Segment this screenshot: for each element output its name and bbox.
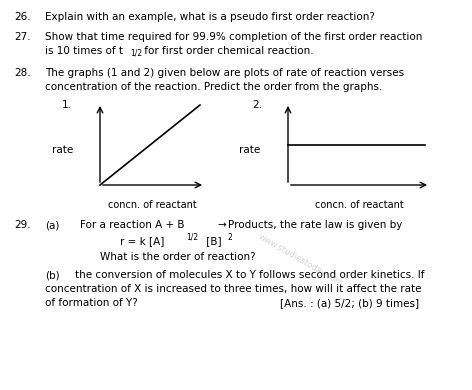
Text: →: → [217,220,226,230]
Text: (a): (a) [45,220,59,230]
Text: concentration of X is increased to three times, how will it affect the rate: concentration of X is increased to three… [45,284,421,294]
Text: The graphs (1 and 2) given below are plots of rate of reaction verses: The graphs (1 and 2) given below are plo… [45,68,404,78]
Text: 1/2: 1/2 [130,49,142,58]
Text: concentration of the reaction. Predict the order from the graphs.: concentration of the reaction. Predict t… [45,82,382,92]
Text: Products, the rate law is given by: Products, the rate law is given by [228,220,402,230]
Text: (b): (b) [45,270,59,280]
Text: the conversion of molecules X to Y follows second order kinetics. If: the conversion of molecules X to Y follo… [75,270,424,280]
Text: for first order chemical reaction.: for first order chemical reaction. [141,46,313,56]
Text: 28.: 28. [14,68,31,78]
Text: concn. of reactant: concn. of reactant [108,200,196,210]
Text: 1/2: 1/2 [186,233,198,242]
Text: 1.: 1. [62,100,72,110]
Text: r = k [A]: r = k [A] [120,236,164,246]
Text: www.studiestoday.com: www.studiestoday.com [256,232,344,288]
Text: of formation of Y?: of formation of Y? [45,298,138,308]
Text: What is the order of reaction?: What is the order of reaction? [100,252,256,262]
Text: [B]: [B] [203,236,222,246]
Text: [Ans. : (a) 5/2; (b) 9 times]: [Ans. : (a) 5/2; (b) 9 times] [280,298,419,308]
Text: 26.: 26. [14,12,31,22]
Text: Show that time required for 99.9% completion of the first order reaction: Show that time required for 99.9% comple… [45,32,422,42]
Text: 2.: 2. [252,100,262,110]
Text: rate: rate [239,145,260,155]
Text: concn. of reactant: concn. of reactant [315,200,404,210]
Text: rate: rate [52,145,73,155]
Text: Explain with an example, what is a pseudo first order reaction?: Explain with an example, what is a pseud… [45,12,375,22]
Text: For a reaction A + B: For a reaction A + B [80,220,185,230]
Text: 27.: 27. [14,32,31,42]
Text: is 10 times of t: is 10 times of t [45,46,123,56]
Text: 29.: 29. [14,220,31,230]
Text: 2: 2 [228,233,233,242]
